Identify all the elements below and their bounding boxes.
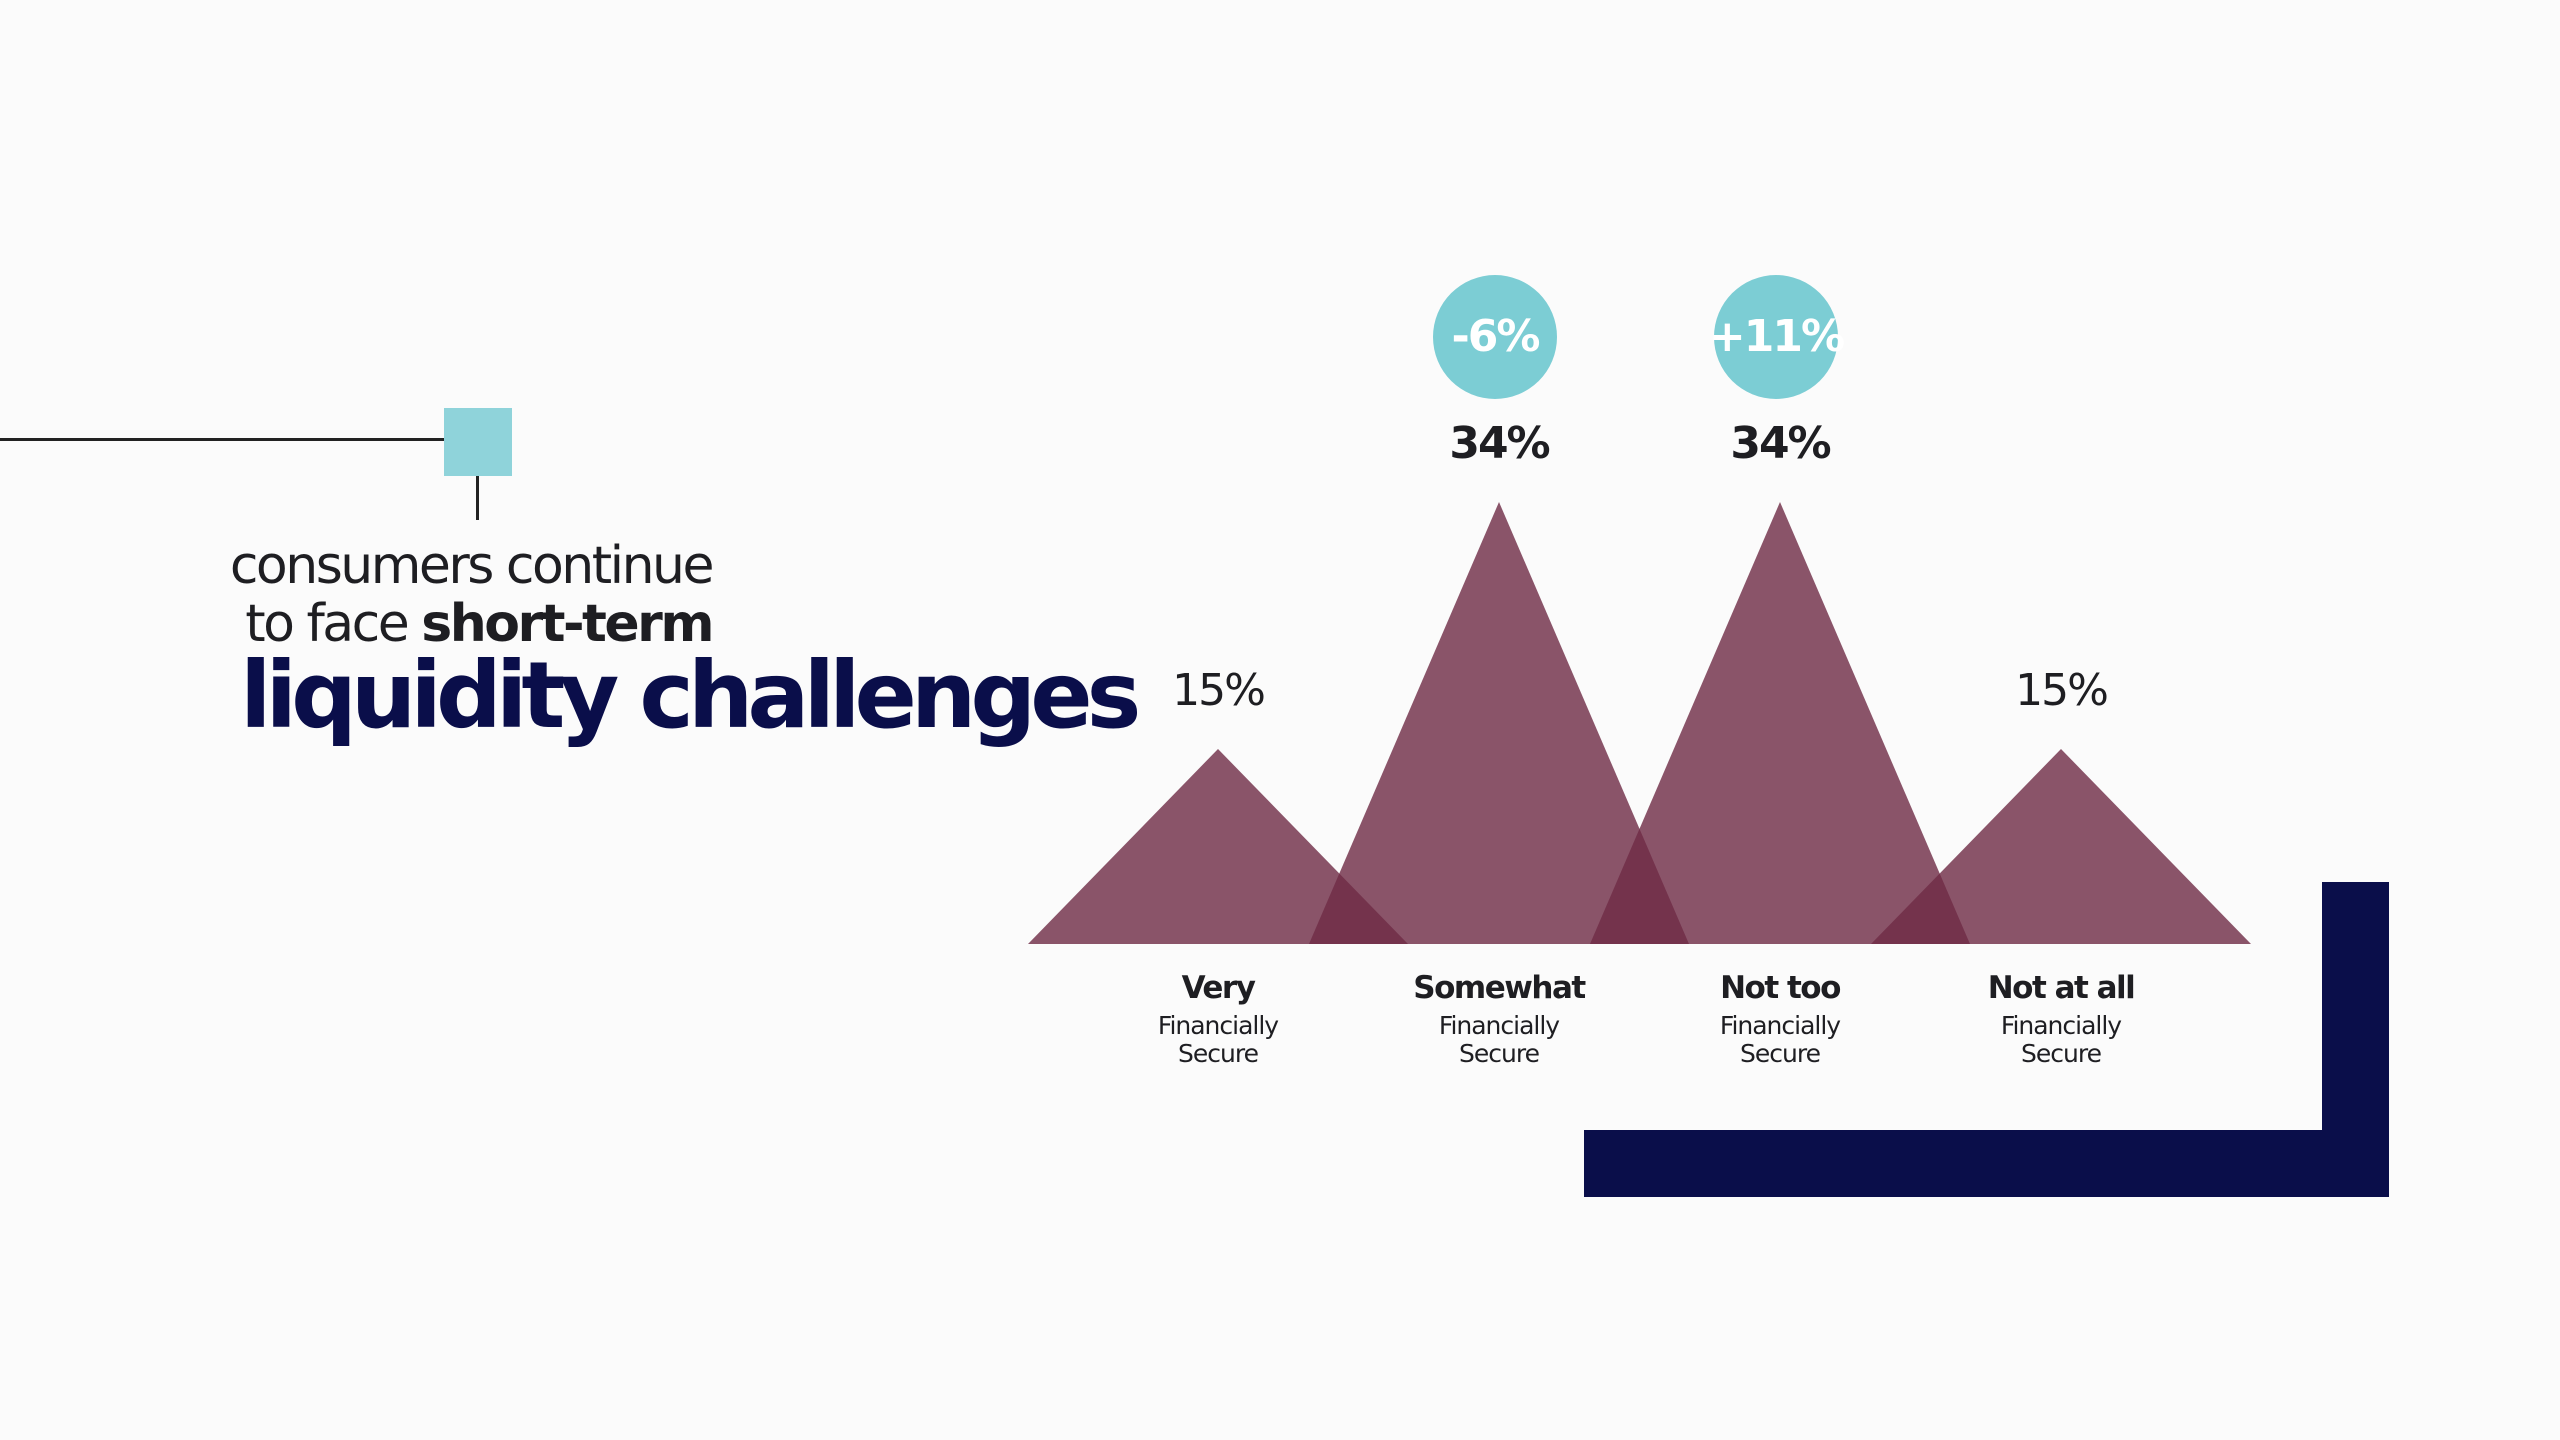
peak xyxy=(1309,502,1689,944)
value-label: 34% xyxy=(1449,418,1549,469)
change-badge xyxy=(1714,275,1838,399)
category-sublabel: Financially Secure xyxy=(1157,1011,1279,1068)
category-label: Somewhat xyxy=(1413,970,1586,1006)
navy-bracket xyxy=(1584,1130,2389,1197)
change-badge xyxy=(1433,275,1557,399)
title-line: consumers continue xyxy=(229,536,715,596)
title-emphasis: short-term xyxy=(421,594,714,654)
change-label: +11% xyxy=(1709,311,1844,362)
value-label: 15% xyxy=(1172,665,1264,716)
value-label: 15% xyxy=(2015,665,2107,716)
peak xyxy=(1871,749,2251,944)
title-text: to face xyxy=(245,594,410,654)
category-sublabel: Financially Secure xyxy=(1438,1011,1560,1068)
category-sublabel: Financially Secure xyxy=(1719,1011,1841,1068)
category-label: Not too xyxy=(1720,970,1841,1006)
change-label: -6% xyxy=(1452,311,1540,362)
peak xyxy=(1028,749,1408,944)
rule-line xyxy=(476,438,479,520)
title-main: liquidity challenges xyxy=(240,642,1141,749)
rule-line xyxy=(0,438,478,441)
peak xyxy=(1590,502,1970,944)
title-line: to face short-term xyxy=(245,598,714,650)
category-sublabel: Financially Secure xyxy=(2000,1011,2122,1068)
category-label: Not at all xyxy=(1987,970,2136,1006)
teal-square xyxy=(444,408,512,476)
value-label: 34% xyxy=(1730,418,1830,469)
category-label: Very xyxy=(1181,970,1256,1006)
